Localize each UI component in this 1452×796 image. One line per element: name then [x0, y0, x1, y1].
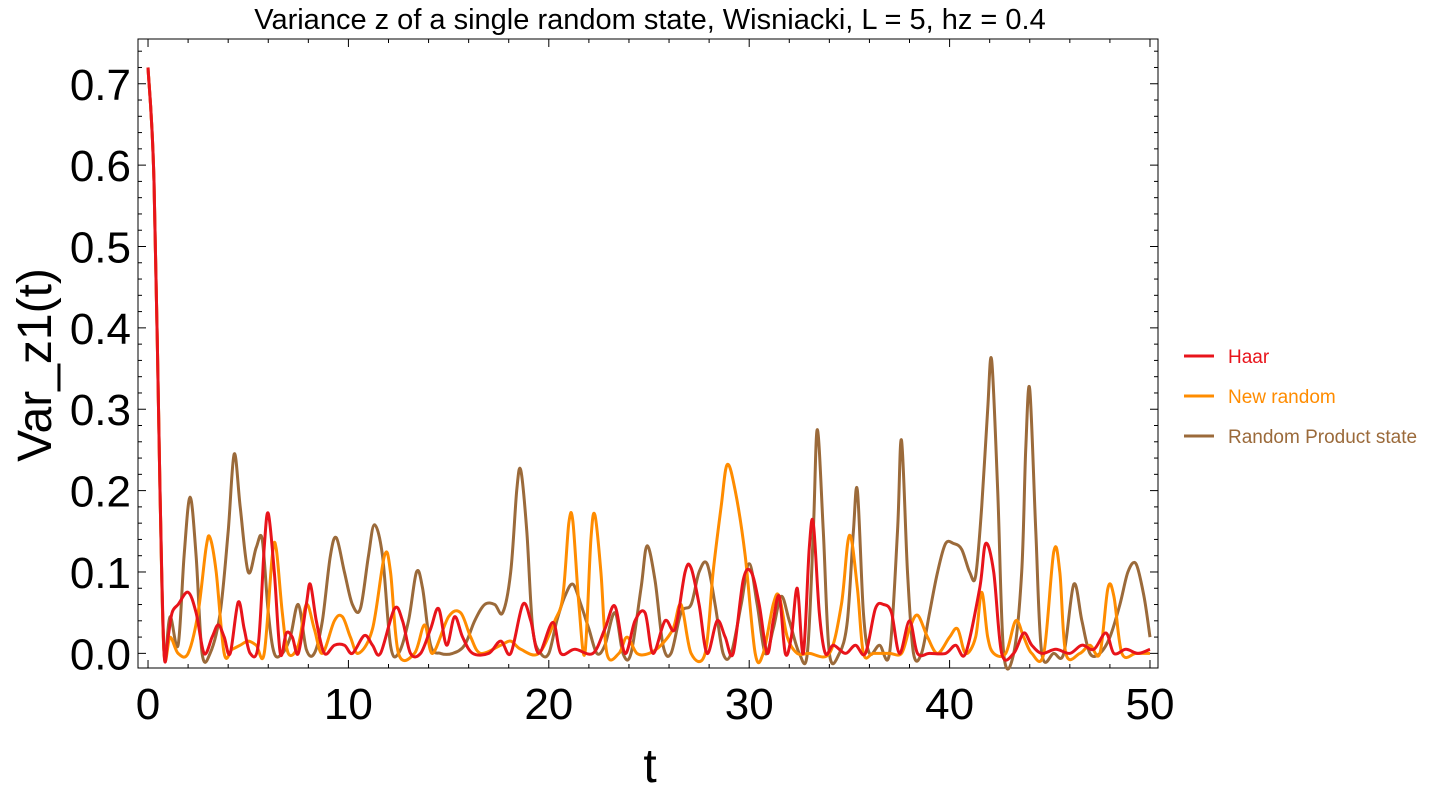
y-tick-label: 0.6	[70, 142, 131, 191]
x-tick-label: 30	[725, 680, 774, 729]
x-tick-label: 0	[136, 680, 160, 729]
y-tick-label: 0.1	[70, 549, 131, 598]
y-tick-label: 0.0	[70, 630, 131, 679]
legend: Haar New random Random Product state	[1184, 347, 1417, 448]
y-tick-label: 0.2	[70, 468, 131, 517]
plot-frame	[137, 38, 1159, 669]
series-line-random-product-state	[146, 67, 1152, 671]
y-tick-label: 0.5	[70, 223, 131, 272]
x-tick-label: 40	[925, 680, 974, 729]
x-tick-label: 20	[524, 680, 573, 729]
y-axis-label: Var_z1(t)	[9, 268, 62, 462]
series-layer	[146, 67, 1152, 671]
axis-ticks: 0 10 20 30 40 50 0.0 0.1 0.2 0.3 0.4 0.5 0.6 0.7	[70, 39, 1175, 729]
chart-title: Variance z of a single random state, Wis…	[254, 4, 1045, 36]
legend-label: Haar	[1228, 347, 1270, 368]
x-axis-label: t	[643, 740, 656, 793]
x-tick-label: 10	[324, 680, 373, 729]
legend-item-random-product-state: Random Product state	[1184, 427, 1417, 448]
y-tick-label: 0.4	[70, 305, 131, 354]
legend-item-new-random: New random	[1184, 387, 1336, 408]
series-line-haar	[146, 67, 1151, 664]
x-tick-label: 50	[1126, 680, 1175, 729]
legend-label: New random	[1228, 387, 1336, 408]
legend-label: Random Product state	[1228, 427, 1417, 448]
series-line-new-random	[146, 67, 1150, 665]
y-tick-label: 0.3	[70, 386, 131, 435]
legend-item-haar: Haar	[1184, 347, 1270, 368]
y-tick-label: 0.7	[70, 61, 131, 110]
